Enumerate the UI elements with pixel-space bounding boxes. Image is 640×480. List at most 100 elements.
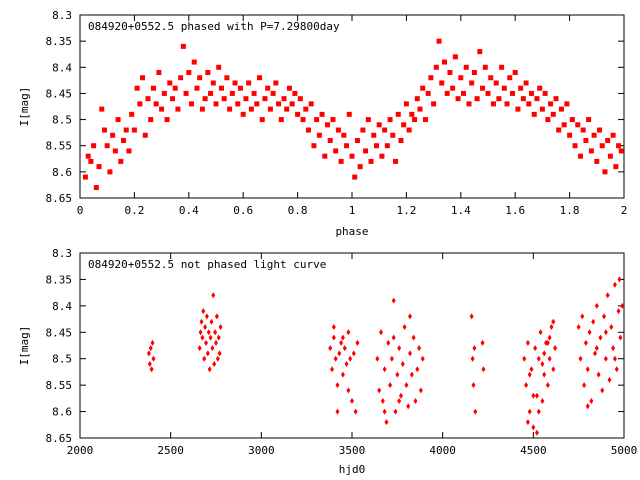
data-point: [564, 101, 570, 107]
data-point: [257, 75, 263, 81]
data-point: [167, 80, 173, 86]
data-point: [616, 143, 622, 149]
data-point: [499, 64, 505, 70]
data-point: [88, 158, 94, 164]
data-point: [350, 398, 354, 404]
data-point: [319, 111, 325, 117]
data-point: [578, 355, 583, 362]
data-point: [281, 96, 287, 102]
data-point: [591, 132, 597, 138]
data-point: [240, 111, 246, 117]
data-point: [246, 80, 252, 86]
data-point: [363, 148, 369, 154]
data-point: [123, 127, 129, 133]
data-point: [580, 313, 585, 320]
data-point: [140, 75, 146, 81]
data-point: [337, 350, 342, 357]
data-point: [273, 80, 279, 86]
data-point: [587, 329, 592, 336]
x-tick-label: 5000: [611, 444, 638, 457]
data-point: [509, 90, 515, 96]
y-tick-label: 8.4: [52, 61, 72, 74]
data-point: [311, 143, 317, 149]
unphased-y-axis-label: I[mag]: [18, 326, 31, 366]
data-point: [471, 382, 476, 389]
data-point: [512, 70, 518, 76]
data-point: [218, 85, 224, 91]
data-point: [112, 148, 118, 154]
data-point: [600, 387, 605, 394]
x-tick-label: 4000: [429, 444, 456, 457]
data-point: [355, 339, 360, 346]
data-point: [531, 111, 537, 117]
data-point: [548, 101, 554, 107]
data-point: [551, 366, 556, 373]
data-point: [591, 318, 596, 325]
data-point: [545, 339, 550, 346]
data-point: [198, 329, 203, 336]
y-tick-label: 8.6: [52, 166, 72, 179]
data-point: [504, 101, 510, 107]
data-point: [199, 106, 205, 112]
x-tick-label: 0.4: [179, 204, 199, 217]
data-point: [612, 281, 617, 288]
data-point: [137, 101, 143, 107]
data-point: [382, 366, 387, 373]
data-point: [547, 334, 552, 341]
data-point: [346, 387, 351, 394]
data-point: [391, 297, 396, 304]
data-point: [330, 117, 336, 123]
data-point: [393, 158, 399, 164]
data-point: [289, 101, 295, 107]
data-point: [202, 96, 208, 102]
data-point: [101, 127, 107, 133]
data-point: [360, 127, 366, 133]
data-point: [175, 106, 181, 112]
data-point: [463, 64, 469, 70]
data-point: [335, 408, 340, 415]
data-point: [375, 355, 380, 362]
y-tick-label: 8.65: [46, 192, 73, 205]
data-point: [572, 143, 578, 149]
data-point: [610, 132, 616, 138]
data-point: [322, 153, 328, 159]
data-point: [96, 164, 102, 170]
x-tick-label: 0.2: [124, 204, 144, 217]
data-point: [472, 345, 477, 352]
data-point: [537, 85, 543, 91]
data-point: [335, 382, 340, 389]
data-point: [461, 90, 467, 96]
data-point: [227, 106, 233, 112]
data-point: [146, 350, 151, 357]
data-point: [409, 371, 414, 378]
data-point: [439, 80, 445, 86]
data-point: [471, 70, 477, 76]
data-point: [386, 339, 391, 346]
data-point: [368, 158, 374, 164]
y-tick-label: 8.65: [46, 432, 73, 445]
data-point: [536, 355, 541, 362]
data-point: [586, 117, 592, 123]
data-point: [422, 117, 428, 123]
data-point: [553, 96, 559, 102]
y-tick-label: 8.35: [46, 35, 73, 48]
data-point: [605, 292, 610, 299]
data-point: [540, 398, 545, 404]
data-point: [333, 148, 339, 154]
data-point: [599, 143, 605, 149]
data-point: [308, 101, 314, 107]
phased-x-axis-label: phase: [335, 225, 368, 238]
x-tick-label: 1.8: [560, 204, 580, 217]
data-point: [561, 122, 567, 128]
data-point: [534, 392, 539, 399]
data-point: [598, 334, 603, 341]
data-point: [545, 382, 550, 389]
data-point: [206, 329, 211, 336]
data-point: [585, 403, 590, 410]
data-point: [349, 153, 355, 159]
y-tick-label: 8.4: [52, 300, 72, 313]
data-point: [538, 329, 543, 336]
data-point: [384, 419, 389, 426]
data-point: [331, 324, 336, 330]
data-point: [212, 361, 217, 367]
